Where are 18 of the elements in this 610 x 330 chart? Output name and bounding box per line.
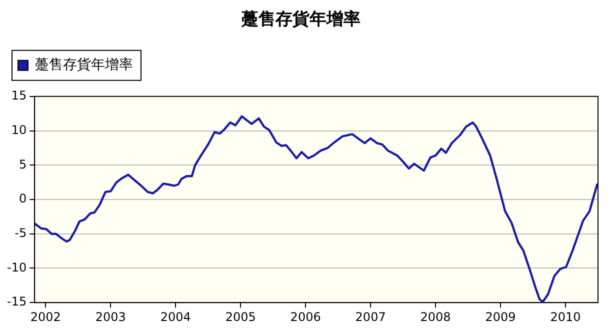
x-tick-label: 2005 bbox=[225, 310, 256, 324]
legend-label: 躉售存貨年增率 bbox=[35, 57, 133, 74]
x-tick-label: 2008 bbox=[420, 310, 451, 324]
x-tick-label: 2003 bbox=[95, 310, 126, 324]
x-tick-label: 2007 bbox=[355, 310, 386, 324]
x-tick-label: 2009 bbox=[485, 310, 516, 324]
x-tick-label: 2006 bbox=[290, 310, 321, 324]
chart-title: 躉售存貨年增率 bbox=[240, 10, 360, 30]
y-tick-label: 5 bbox=[18, 157, 27, 172]
x-tick-label: 2004 bbox=[160, 310, 191, 324]
x-tick-label: 2010 bbox=[550, 310, 581, 324]
x-tick-label: 2002 bbox=[30, 310, 61, 324]
y-tick-label: -15 bbox=[6, 294, 27, 309]
y-tick-label: 10 bbox=[11, 122, 27, 137]
y-tick-label: 0 bbox=[18, 192, 27, 206]
y-tick-label: -10 bbox=[6, 260, 27, 274]
y-tick-label: 15 bbox=[11, 88, 27, 103]
y-tick-label: -5 bbox=[14, 226, 27, 240]
